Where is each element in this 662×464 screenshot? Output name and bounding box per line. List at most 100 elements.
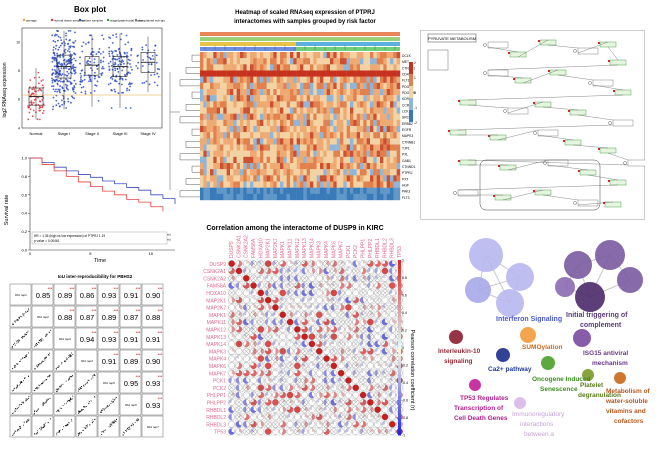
pairs-scatter-point — [36, 366, 38, 368]
pathway-gene-marker — [538, 40, 540, 42]
heatmap-cell — [296, 144, 301, 151]
heatmap-cell — [260, 126, 264, 133]
pathway-compound — [573, 201, 577, 205]
heatmap-cell — [246, 101, 251, 108]
heatmap-cell — [220, 58, 224, 65]
heatmap-cell — [330, 181, 334, 188]
heatmap-cell — [220, 193, 224, 201]
boxplot-point — [99, 59, 102, 62]
boxplot-point — [58, 70, 61, 73]
heatmap-cell — [290, 150, 294, 158]
pairs-scatter-point — [26, 399, 28, 401]
pairs-cell — [97, 415, 120, 438]
heatmap-cell — [246, 163, 251, 170]
heatmap-cell — [343, 101, 347, 108]
pairs-cell — [31, 393, 54, 416]
boxplot-point — [67, 58, 70, 61]
pairs-value: 0.88 — [58, 313, 73, 322]
heatmap-title-line2: interactomes with samples grouped by ris… — [234, 19, 376, 25]
heatmap-cell — [360, 107, 364, 114]
corr-pie-slice — [309, 384, 316, 391]
corr-cross — [287, 275, 293, 281]
heatmap-cell — [226, 76, 231, 84]
pairs-cell — [119, 393, 142, 416]
corr-pie-slice — [355, 340, 358, 344]
heatmap-cell — [236, 107, 241, 114]
pairs-scatter-point — [83, 427, 85, 429]
heatmap-cell — [233, 101, 237, 108]
pairs-scatter-point — [38, 340, 40, 342]
corr-row-label: MAP2K7 — [206, 306, 226, 312]
heatmap-cell — [333, 144, 337, 151]
heatmap-cell — [370, 82, 374, 90]
pathway-gene-box — [489, 134, 507, 141]
pairs-scatter-point — [87, 379, 89, 381]
heatmap-cell — [250, 175, 254, 182]
heatmap-cell — [296, 138, 301, 145]
heatmap-cell — [360, 193, 364, 201]
pairs-scatter-point — [109, 424, 111, 426]
corr-pie-slice — [346, 333, 352, 340]
corr-pie-slice — [381, 399, 389, 406]
heatmap-cell — [263, 95, 267, 102]
corr-pie-slice — [316, 340, 323, 348]
heatmap-cell — [350, 113, 354, 121]
corr-pie-slice — [311, 260, 316, 267]
corr-pie-slice — [355, 304, 358, 308]
pairs-scatter-point — [16, 340, 18, 342]
heatmap-cell — [250, 150, 254, 158]
boxplot-point — [38, 88, 41, 90]
corr-pie-slice — [360, 421, 367, 428]
boxplot-point — [115, 33, 118, 36]
pairs-cell — [119, 283, 142, 306]
heatmap-cell — [370, 163, 374, 170]
boxplot-point — [130, 49, 133, 52]
heatmap-cell — [330, 70, 334, 77]
heatmap-cell — [353, 132, 357, 139]
pairs-scatter-point — [26, 332, 28, 334]
pairs-value: 0.91 — [146, 335, 161, 344]
heatmap-cell — [370, 52, 374, 59]
heatmap-cell — [386, 95, 391, 102]
heatmap-cell — [213, 126, 217, 133]
heatmap-cell — [300, 101, 304, 108]
corr-pie-slice — [323, 333, 327, 340]
pairs-scatter-point — [26, 421, 28, 423]
corr-marker — [301, 391, 308, 399]
heatmap-cell — [326, 156, 331, 164]
heatmap-cell — [310, 101, 314, 108]
heatmap-cell — [290, 193, 294, 201]
heatmap-cell — [343, 181, 347, 188]
survival-ytick: 0.4 — [21, 211, 27, 216]
heatmap-cell — [290, 187, 294, 195]
pairs-scatter-point — [106, 404, 108, 406]
heatmap-cell — [213, 82, 217, 90]
pairs-scatter-point — [40, 426, 42, 428]
pairs-significance: *** — [92, 330, 97, 335]
boxplot-point — [69, 39, 71, 41]
pairs-scatter-point — [44, 401, 46, 403]
heatmap-cell — [353, 187, 357, 195]
pairs-scatter-point — [106, 407, 108, 409]
corr-pie-slice — [323, 370, 327, 377]
heatmap-cell — [330, 150, 334, 158]
corr-pie-slice — [250, 413, 254, 417]
heatmap-cell — [283, 181, 287, 188]
corr-cross — [360, 414, 366, 420]
heatmap-cell — [266, 144, 271, 151]
boxplot-point — [57, 80, 60, 83]
corr-pie-slice — [279, 318, 283, 326]
boxplot-point — [79, 56, 81, 59]
heatmap-cell — [350, 52, 354, 59]
pairs-scatter-point — [47, 422, 49, 424]
heatmap-cell — [290, 138, 294, 145]
pathway-edge — [577, 114, 614, 121]
corr-pie-slice — [243, 267, 247, 274]
corr-pie-slice — [330, 326, 337, 333]
pairs-scatter-point — [24, 333, 26, 335]
pairs-scatter-point — [128, 426, 130, 428]
pairs-scatter-point — [129, 428, 131, 430]
boxplot-point — [38, 105, 41, 108]
heatmap-cell — [296, 58, 301, 65]
corr-pie-slice — [246, 391, 248, 396]
